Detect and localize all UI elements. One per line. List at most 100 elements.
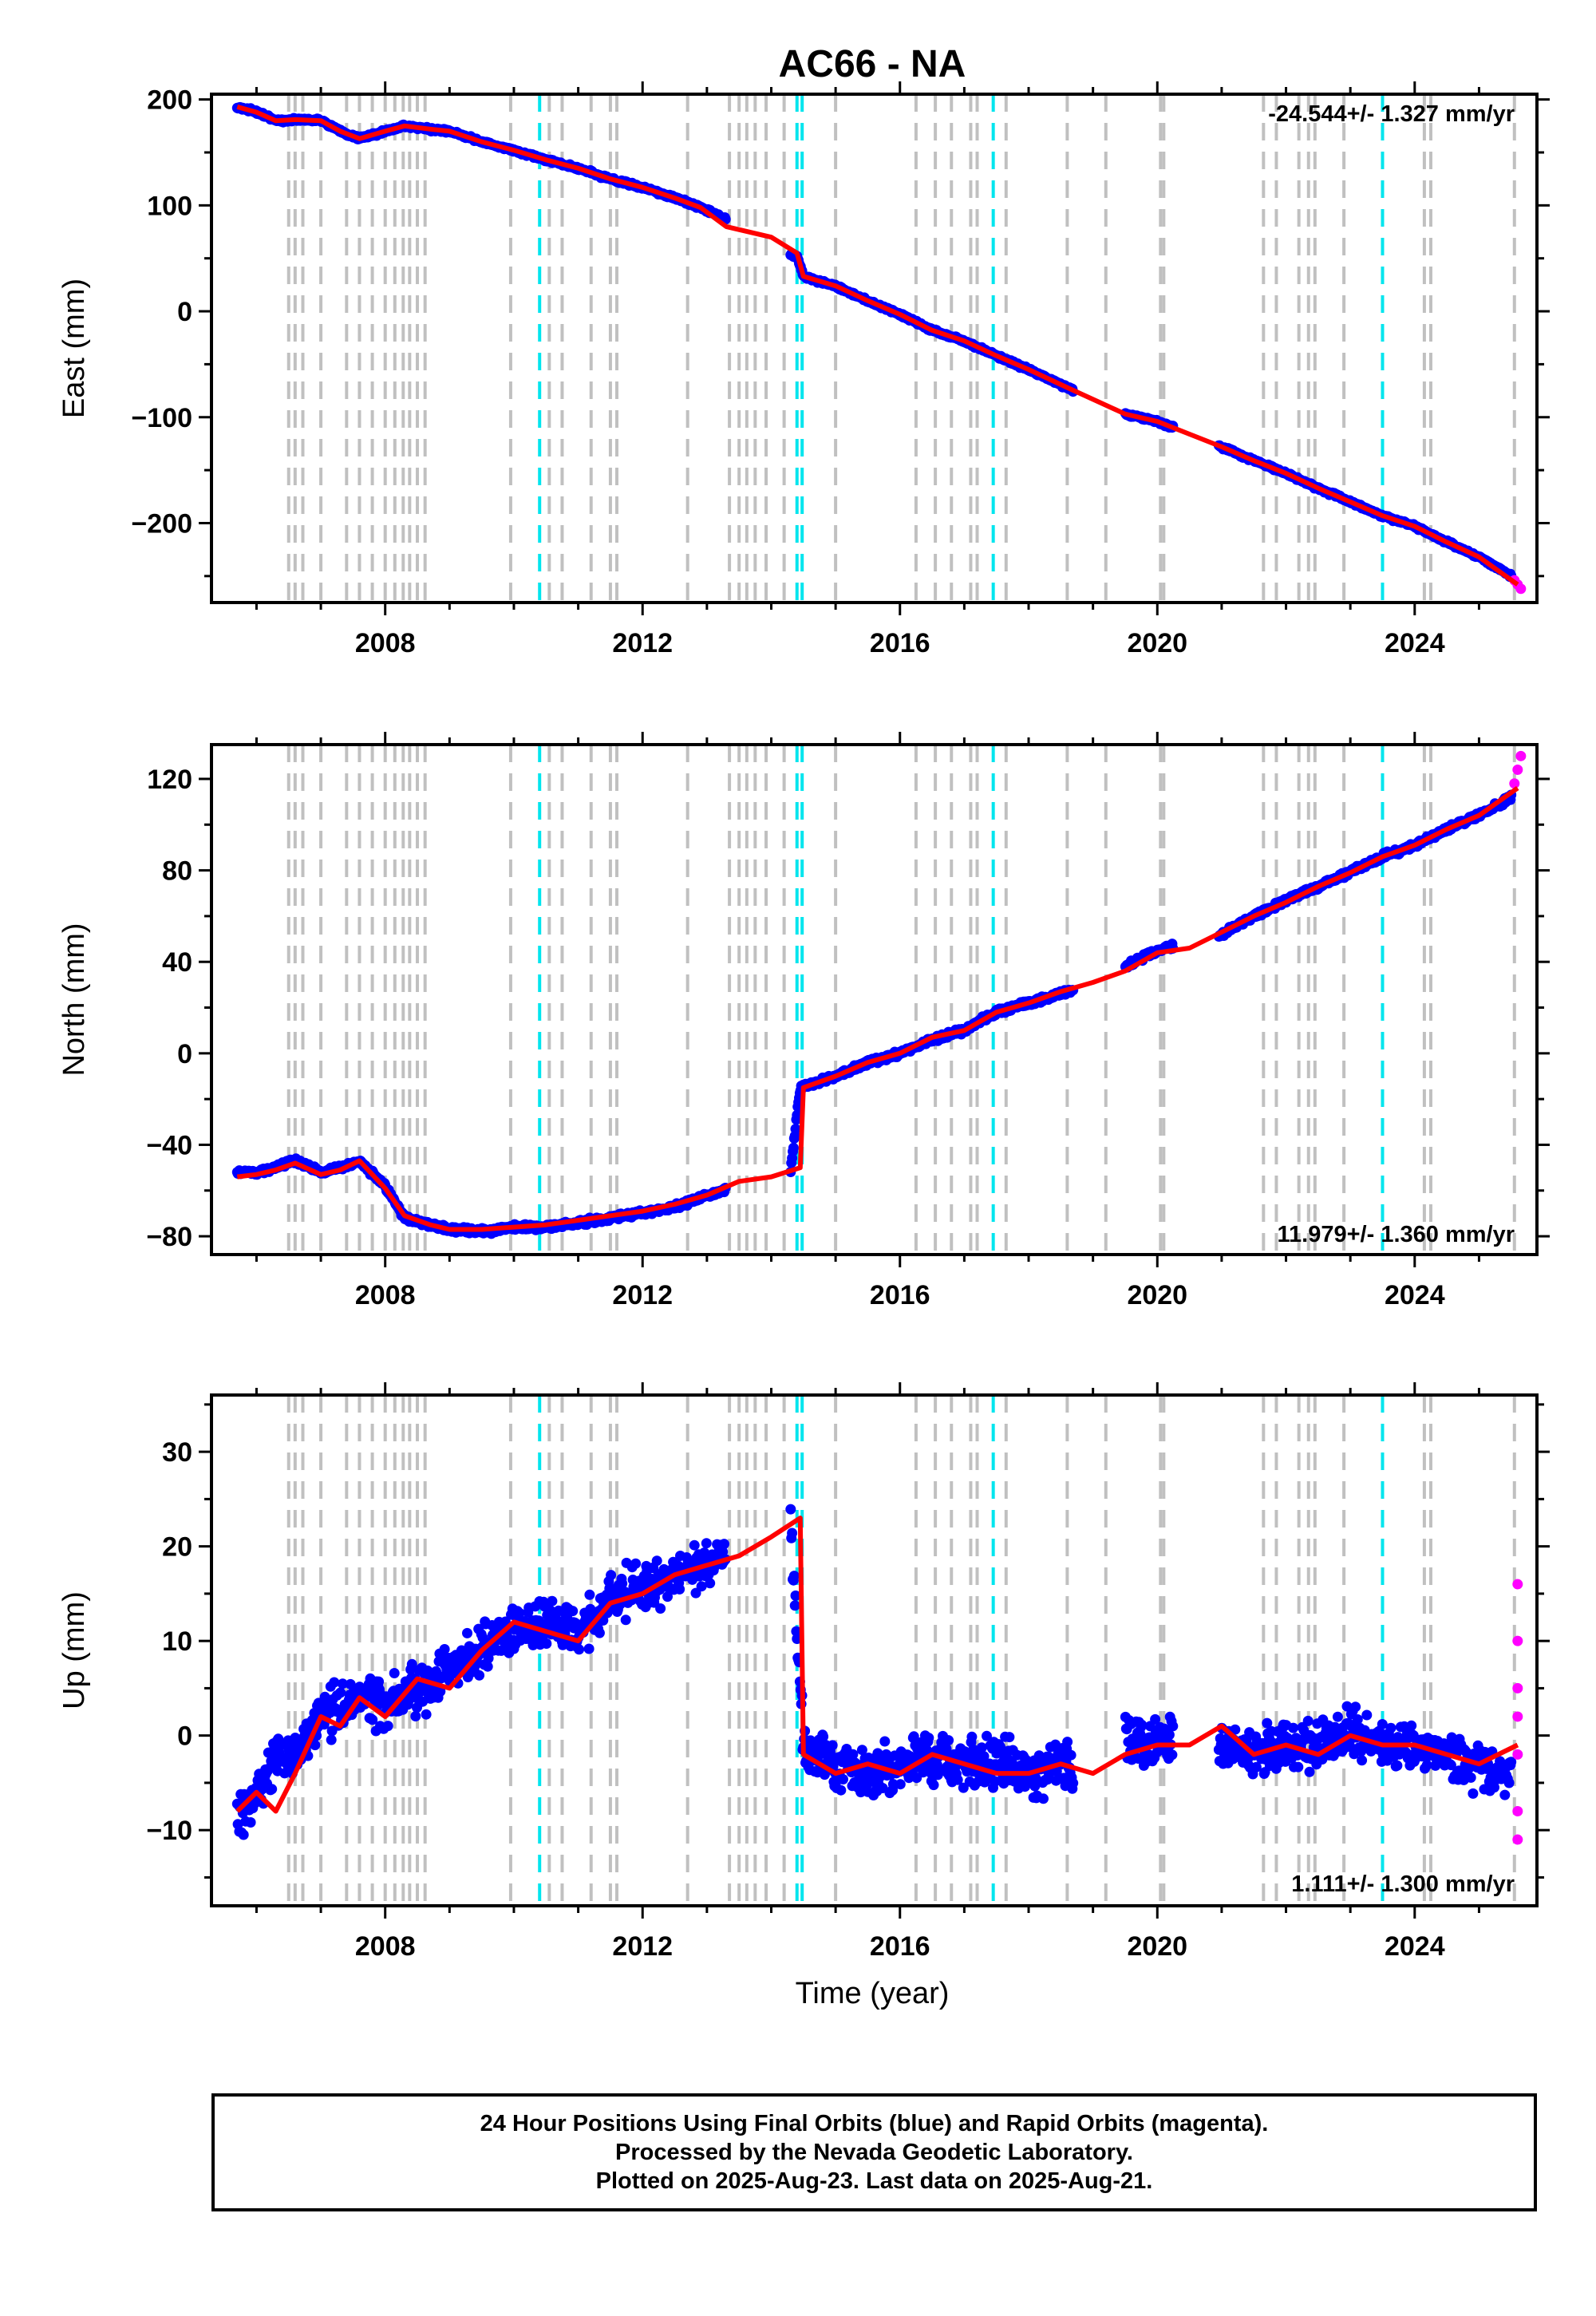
x-tick-label: 2008 bbox=[355, 1280, 416, 1310]
data-point bbox=[785, 1504, 796, 1515]
panel-east: 2008 2012 2016 2020 2024 200 100 0 −100 −200 East … bbox=[57, 81, 1550, 658]
rate-label: -24.544+/- 1.327 mm/yr bbox=[1268, 101, 1515, 127]
data-point bbox=[1357, 1755, 1368, 1766]
data-point bbox=[389, 1668, 400, 1678]
data-point bbox=[326, 1734, 337, 1745]
x-tick-label: 2024 bbox=[1385, 1280, 1445, 1310]
data-point bbox=[651, 1555, 662, 1567]
plot-frame bbox=[210, 93, 1539, 604]
data-point bbox=[410, 1711, 421, 1721]
y-tick-label: 0 bbox=[177, 1039, 192, 1069]
data-point bbox=[701, 1538, 712, 1549]
data-point bbox=[943, 1735, 954, 1746]
x-tick-label: 2024 bbox=[1385, 628, 1445, 658]
panels: 2008 2012 2016 2020 2024 200 100 0 −100 −200 East … bbox=[57, 81, 1550, 1962]
x-tick-label: 2020 bbox=[1127, 1280, 1187, 1310]
chart-title: AC66 - NA bbox=[779, 43, 966, 85]
data-point bbox=[1293, 1761, 1304, 1773]
data-point bbox=[574, 1644, 585, 1655]
data-point bbox=[895, 1779, 906, 1790]
data-point bbox=[1385, 1722, 1396, 1733]
y-tick-label: −40 bbox=[146, 1130, 192, 1160]
data-point bbox=[462, 1627, 472, 1638]
y-tick-label: −200 bbox=[131, 508, 192, 539]
data-point bbox=[1302, 1715, 1314, 1726]
data-point bbox=[421, 1709, 432, 1720]
data-point bbox=[689, 1539, 700, 1551]
rapid-data-point bbox=[1512, 765, 1523, 776]
data-point bbox=[1062, 1737, 1073, 1748]
y-tick-label: 0 bbox=[177, 297, 192, 327]
data-point bbox=[1361, 1709, 1373, 1721]
data-point bbox=[1332, 1711, 1343, 1722]
y-axis-label: East (mm) bbox=[57, 279, 91, 418]
data-point bbox=[792, 1109, 803, 1120]
data-point bbox=[789, 1600, 800, 1611]
data-point bbox=[606, 1570, 617, 1581]
rapid-data-point bbox=[1515, 750, 1527, 761]
x-tick-label: 2008 bbox=[355, 628, 416, 658]
data-point bbox=[1167, 1721, 1179, 1732]
y-tick-label: 200 bbox=[147, 85, 192, 116]
data-point bbox=[594, 1627, 605, 1638]
data-point bbox=[719, 1539, 729, 1550]
data-point bbox=[1350, 1701, 1361, 1713]
data-point bbox=[928, 1780, 939, 1791]
data-point bbox=[1392, 1760, 1403, 1771]
data-point bbox=[474, 1670, 485, 1681]
data-point bbox=[541, 1638, 552, 1649]
x-tick-label: 2016 bbox=[870, 1280, 930, 1310]
x-tick-label: 2016 bbox=[870, 628, 930, 658]
data-point bbox=[630, 1558, 642, 1569]
model-fit-line bbox=[236, 105, 1519, 587]
data-point bbox=[1065, 1749, 1077, 1761]
data-point bbox=[1406, 1720, 1417, 1731]
data-point bbox=[827, 1740, 838, 1751]
data-point bbox=[335, 1687, 346, 1698]
data-point bbox=[1004, 1732, 1015, 1743]
data-point bbox=[238, 1829, 249, 1840]
data-point bbox=[655, 1603, 666, 1614]
data-point bbox=[966, 1731, 978, 1742]
panel-north: 2008 2012 2016 2020 2024 120 80 40 0 −40 −80 North … bbox=[57, 732, 1550, 1310]
y-tick-label: 100 bbox=[147, 191, 192, 221]
x-tick-label: 2012 bbox=[612, 628, 673, 658]
data-point bbox=[838, 1774, 848, 1784]
data-point bbox=[923, 1733, 934, 1744]
y-tick-label: 80 bbox=[162, 856, 192, 887]
data-point bbox=[382, 1721, 393, 1732]
y-axis-label: North (mm) bbox=[57, 923, 91, 1076]
data-point bbox=[1038, 1793, 1049, 1804]
data-point bbox=[790, 1124, 801, 1135]
data-point bbox=[787, 1528, 798, 1539]
data-point bbox=[620, 1614, 631, 1626]
data-point bbox=[547, 1595, 558, 1607]
data-point bbox=[245, 1817, 256, 1828]
y-tick-label: −80 bbox=[146, 1222, 192, 1252]
x-tick-label: 2012 bbox=[612, 1280, 673, 1310]
data-point bbox=[1465, 1772, 1476, 1783]
y-tick-label: −100 bbox=[131, 403, 192, 433]
data-point bbox=[567, 1606, 579, 1617]
y-tick-label: 120 bbox=[147, 765, 192, 795]
x-tick-label: 2020 bbox=[1127, 628, 1187, 658]
rapid-data-point bbox=[1515, 583, 1527, 595]
data-point bbox=[1167, 1749, 1178, 1761]
y-tick-label: 40 bbox=[162, 947, 192, 978]
data-point bbox=[1468, 1788, 1479, 1799]
data-point bbox=[788, 1142, 799, 1153]
data-point bbox=[674, 1583, 685, 1595]
rapid-data-point bbox=[1509, 778, 1520, 789]
rate-label: 11.979+/- 1.360 mm/yr bbox=[1278, 1222, 1515, 1247]
data-point bbox=[267, 1784, 278, 1795]
data-point bbox=[705, 1578, 716, 1589]
data-point bbox=[879, 1736, 891, 1747]
data-point bbox=[1068, 1777, 1079, 1788]
data-point bbox=[584, 1589, 595, 1600]
data-point bbox=[583, 1643, 595, 1654]
model-fit-line bbox=[236, 785, 1519, 1232]
data-point bbox=[836, 1784, 847, 1796]
data-point bbox=[1304, 1766, 1315, 1777]
data-point bbox=[788, 1571, 800, 1582]
